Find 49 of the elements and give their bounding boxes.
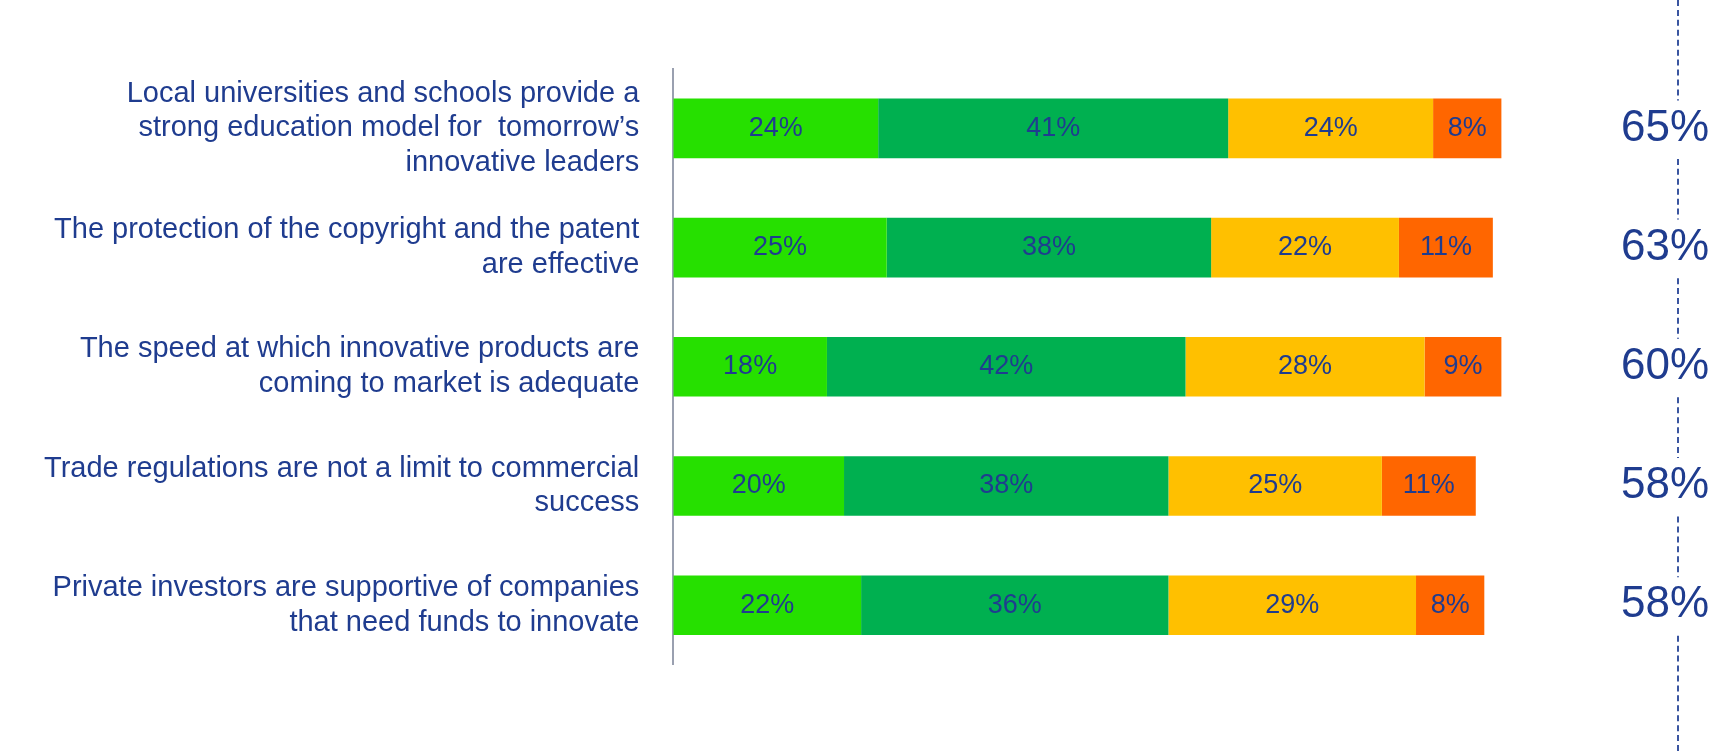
data-label: 11% — [1402, 469, 1455, 500]
data-label: 9% — [1443, 350, 1483, 381]
y-tick-label: Local universities and schools provide a strong education model for tomorrow’s innovative leaders — [126, 75, 641, 178]
y-tick-label: Private investors are supportive of companies that need funds to innovate — [52, 569, 640, 637]
y-tick-label: The speed at which innovative products are coming to market is adequate — [79, 331, 640, 399]
bar — [1185, 337, 1425, 397]
bar — [1168, 456, 1382, 516]
data-label: 11% — [1419, 231, 1472, 262]
bar — [826, 337, 1186, 397]
data-label: 29% — [1265, 588, 1320, 619]
data-label: 36% — [987, 588, 1042, 619]
data-label: 28% — [1278, 350, 1333, 381]
bar — [844, 456, 1169, 516]
bar — [861, 575, 1169, 635]
data-label: 22% — [1278, 231, 1333, 262]
data-label: 24% — [1303, 111, 1358, 142]
text: 63% — [1620, 219, 1710, 269]
data-label: 42% — [979, 350, 1034, 381]
data-label: 8% — [1430, 588, 1470, 619]
text: 65% — [1620, 100, 1710, 150]
bar — [1398, 217, 1493, 278]
bar — [673, 456, 845, 516]
bar — [1424, 337, 1502, 397]
bar — [673, 575, 862, 635]
bar — [886, 217, 1212, 278]
data-label: 25% — [752, 231, 808, 262]
y-tick-label: The protection of the copyright and the patent are effective — [54, 212, 640, 279]
bar — [1168, 575, 1417, 635]
data-label: 41% — [1026, 111, 1081, 142]
data-label: 38% — [979, 469, 1034, 500]
bar — [1211, 217, 1399, 278]
bar — [1381, 456, 1476, 516]
bar — [673, 217, 887, 278]
bar — [878, 98, 1229, 159]
bar — [673, 337, 827, 397]
text: 58% — [1620, 458, 1710, 508]
data-label: 25% — [1248, 469, 1303, 500]
bar — [1228, 98, 1434, 159]
bar — [1416, 575, 1485, 635]
text: 60% — [1620, 338, 1710, 388]
data-label: 38% — [1021, 231, 1076, 262]
y-tick-label: Trade regulations are not a limit to commercial success — [44, 450, 640, 518]
data-label: 20% — [731, 469, 786, 500]
data-label: 8% — [1447, 111, 1487, 142]
data-label: 24% — [748, 111, 803, 142]
data-label: 18% — [723, 350, 778, 381]
data-label: 22% — [740, 588, 795, 619]
bar — [673, 98, 879, 159]
text: 58% — [1620, 577, 1710, 627]
